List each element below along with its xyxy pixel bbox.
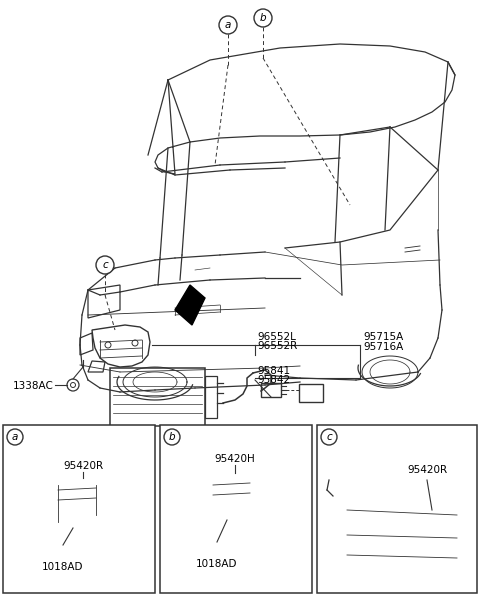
FancyBboxPatch shape	[299, 384, 323, 402]
FancyBboxPatch shape	[3, 425, 155, 593]
Circle shape	[7, 429, 23, 445]
Circle shape	[254, 9, 272, 27]
Text: a: a	[12, 432, 18, 442]
Circle shape	[321, 429, 337, 445]
Circle shape	[96, 256, 114, 274]
Text: 1018AD: 1018AD	[42, 562, 84, 572]
Text: 95716A: 95716A	[363, 342, 403, 352]
Text: 95420R: 95420R	[407, 465, 447, 475]
Text: b: b	[260, 13, 266, 23]
Text: 95715A: 95715A	[363, 332, 403, 342]
Text: 95420H: 95420H	[215, 454, 255, 464]
FancyBboxPatch shape	[110, 368, 205, 426]
Circle shape	[164, 429, 180, 445]
Text: 96552L: 96552L	[257, 332, 296, 342]
Text: 95841: 95841	[257, 366, 290, 376]
Text: 96552R: 96552R	[257, 341, 297, 351]
Text: 95420R: 95420R	[63, 461, 103, 471]
Text: 1018AD: 1018AD	[196, 559, 238, 569]
FancyBboxPatch shape	[160, 425, 312, 593]
Text: b: b	[168, 432, 175, 442]
Text: a: a	[225, 20, 231, 30]
Text: 1338AC: 1338AC	[13, 381, 54, 391]
Circle shape	[219, 16, 237, 34]
Text: c: c	[102, 260, 108, 270]
Polygon shape	[175, 285, 205, 325]
FancyBboxPatch shape	[261, 383, 281, 397]
FancyBboxPatch shape	[317, 425, 477, 593]
Text: 95842: 95842	[257, 375, 290, 385]
Text: c: c	[326, 432, 332, 442]
